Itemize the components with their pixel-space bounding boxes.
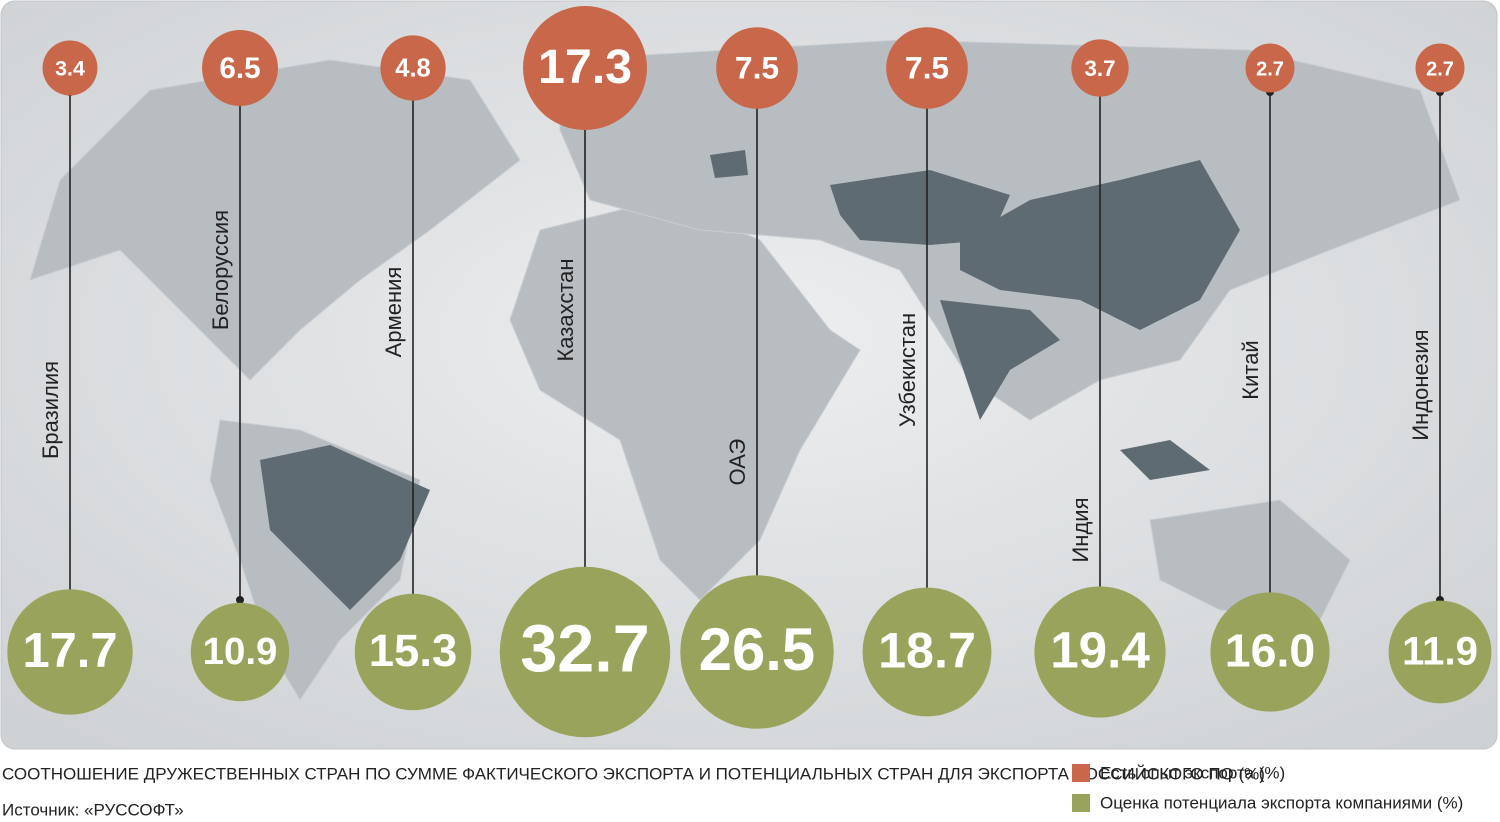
- bubble: [862, 587, 992, 717]
- bubble: [1210, 592, 1330, 712]
- bubble: [716, 27, 798, 109]
- value-label: 7.5: [905, 49, 949, 85]
- value-label: 7.5: [735, 49, 779, 85]
- value-label: 11.9: [1402, 630, 1478, 674]
- value-label: 3.4: [55, 57, 85, 81]
- value-label: 16.0: [1225, 624, 1315, 676]
- chart-title: СООТНОШЕНИЕ ДРУЖЕСТВЕННЫХ СТРАН ПО СУММЕ…: [2, 764, 1265, 783]
- bubble: [190, 602, 290, 702]
- value-label: 26.5: [699, 616, 815, 683]
- plot: Бразилия 3.4 17.7 Белоруссия 6.5 10.9 Армения 4…: [7, 6, 1492, 738]
- country-label: Казахстан: [553, 258, 578, 361]
- bubble: [42, 40, 98, 96]
- value-label: 3.7: [1084, 56, 1115, 81]
- country-label: Индонезия: [1408, 329, 1433, 440]
- country-label: Белоруссия: [208, 210, 233, 330]
- bubble: [886, 27, 968, 109]
- country-label: Узбекистан: [895, 313, 920, 427]
- value-label: 6.5: [219, 52, 260, 85]
- bubble: [380, 35, 446, 101]
- bubble: [202, 30, 278, 106]
- country-label: Армения: [381, 267, 406, 358]
- country-label: Китай: [1238, 340, 1263, 399]
- bubble: [499, 566, 671, 738]
- bubble: [523, 6, 647, 130]
- source: Источник: «РУССОФТ»: [2, 800, 184, 819]
- value-label: 4.8: [395, 55, 430, 83]
- value-label: 17.3: [538, 40, 632, 94]
- bubble: [1245, 43, 1295, 93]
- value-label: 15.3: [369, 625, 457, 676]
- value-label: 2.7: [1426, 58, 1454, 80]
- highlighted-countries: [260, 150, 1240, 610]
- connector-dot: [236, 596, 244, 604]
- value-label: 2.7: [1256, 58, 1284, 80]
- bubble: [1071, 39, 1129, 97]
- value-label: 32.7: [520, 613, 649, 687]
- bubble: [1415, 43, 1465, 93]
- bubble: [680, 575, 834, 729]
- bubble: [354, 593, 472, 711]
- value-label: 18.7: [878, 622, 976, 678]
- country-label: Индия: [1068, 497, 1093, 562]
- value-label: 17.7: [22, 624, 117, 678]
- legend-label: Оценка потенциала экспорта компаниями (%…: [1100, 793, 1463, 812]
- bubble: [7, 589, 133, 715]
- legend-label: Есть опыт экспорта (%): [1100, 763, 1285, 782]
- value-label: 19.4: [1050, 622, 1150, 679]
- legend-swatch: [1072, 764, 1090, 782]
- legend-swatch: [1072, 794, 1090, 812]
- country-label: ОАЭ: [725, 439, 750, 486]
- bubble: [1034, 586, 1166, 718]
- country-label: Бразилия: [38, 361, 63, 459]
- value-label: 10.9: [203, 630, 278, 673]
- bubble: [1388, 600, 1492, 704]
